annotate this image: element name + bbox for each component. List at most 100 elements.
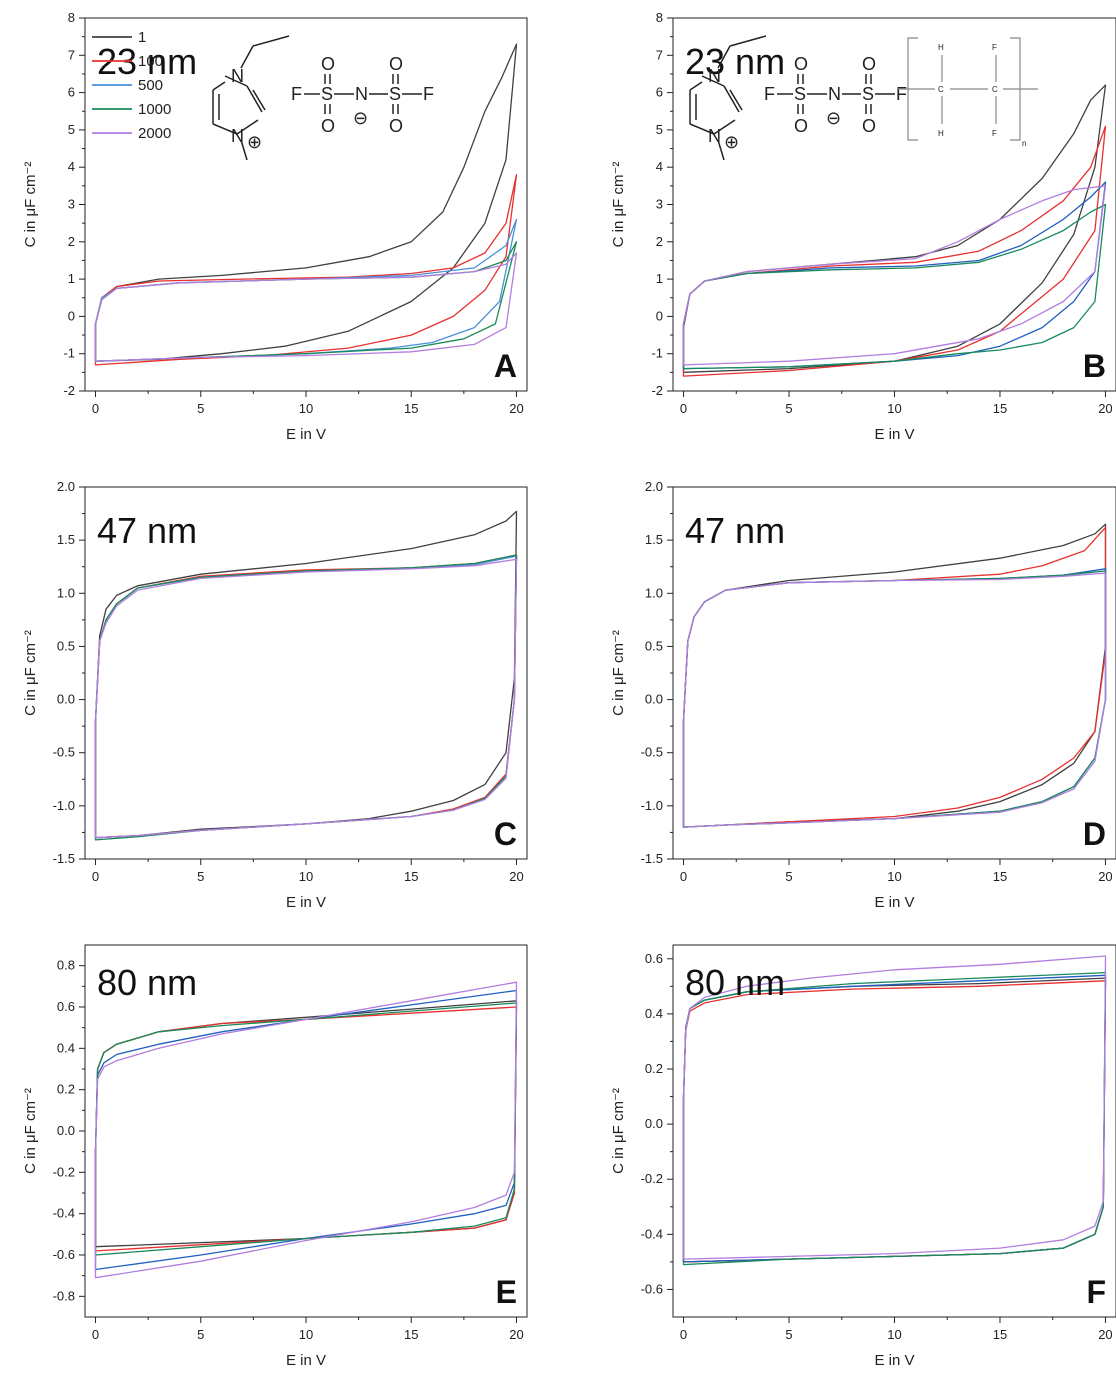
repeat-n: n [1022,139,1026,148]
x-tick-label: 5 [197,1327,204,1342]
panel-D: 0 5 10 15 20 -1.5 -1.0 -0.5 0.0 0.5 1.0 1.5 2.0 E in … [610,479,1116,911]
x-axis-title: E in V [286,426,326,443]
atom-o: O [794,116,808,136]
x-tick-label: 5 [785,869,792,884]
x-tick-label: 15 [993,401,1007,416]
atom-f: F [992,43,997,52]
x-tick-label: 10 [887,1327,901,1342]
charge-minus: ⊖ [826,108,841,128]
bond [723,85,740,113]
bond [212,123,238,135]
y-tick-label: -0.6 [53,1247,75,1262]
x-tick-label: 10 [299,1327,313,1342]
atom-o: O [389,116,403,136]
bond [689,123,715,135]
y-tick-label: 1.0 [57,585,75,600]
x-tick-label: 5 [785,401,792,416]
y-tick-label: 0.0 [645,692,663,707]
series-500-loop [94,218,518,362]
atom-o: O [794,54,808,74]
y-tick-label: 0.5 [57,638,75,653]
legend-label: 1000 [138,101,171,118]
y-tick-label: 0.0 [645,1116,663,1131]
y-tick-label: 0.8 [57,958,75,973]
atom-h: H [938,129,944,138]
x-tick-label: 10 [299,869,313,884]
y-tick-label: -0.2 [641,1171,663,1186]
y-tick-label: -1 [651,346,663,361]
x-tick-label: 0 [680,869,687,884]
y-tick-label: 7 [68,47,75,62]
panel-B: 0 5 10 15 20 -2 -1 0 1 2 3 4 5 6 7 8 E in V C in μF cm⁻² 2… [610,10,1116,443]
x-tick-label: 15 [993,1327,1007,1342]
x-tick-label: 5 [197,401,204,416]
y-tick-label: 1 [656,271,663,286]
charge-minus: ⊖ [353,108,368,128]
x-tick-label: 15 [404,1327,418,1342]
bond [252,89,266,111]
x-tick-label: 20 [1098,869,1112,884]
atom-c: C [938,85,944,94]
y-tick-label: 0.6 [645,951,663,966]
bond [236,119,259,135]
atom: N [828,84,841,104]
panel-letter: F [1086,1274,1106,1310]
atom: S [389,84,401,104]
atom-c: C [992,85,998,94]
y-tick-label: -0.4 [641,1226,663,1241]
y-tick-label: -0.5 [53,745,75,760]
y-tick-label: 0.5 [645,638,663,653]
series-500-loop [682,181,1107,370]
x-tick-label: 20 [1098,1327,1112,1342]
y-tick-label: 2 [656,234,663,249]
series-100-loop [682,980,1107,1263]
thickness-label: 80 nm [685,962,785,1003]
y-tick-label: 0.0 [57,692,75,707]
panel-E: 0 5 10 15 20 -0.8 -0.6 -0.4 -0.2 0.0 0.2 0.4 0.6 0.8 E… [22,944,528,1369]
x-tick-label: 10 [299,401,313,416]
y-tick-label: 5 [656,122,663,137]
atom-n: N [708,66,721,86]
y-tick-label: -0.5 [641,745,663,760]
panel-C: 0 5 10 15 20 -1.5 -1.0 -0.5 0.0 0.5 1.0 1.5 2.0 E in … [22,479,528,911]
atom: S [321,84,333,104]
x-axis-title: E in V [874,426,914,443]
atom-o: O [389,54,403,74]
y-tick-label: 4 [68,159,75,174]
series-2000-loop [94,981,518,1279]
series-1000-loop [682,971,1107,1266]
y-tick-label: -1.5 [53,851,75,866]
x-tick-label: 20 [509,869,523,884]
series-500-loop [682,568,1107,828]
y-tick-label: 8 [68,10,75,25]
y-axis-title: C in μF cm⁻² [610,630,627,716]
atom: S [862,84,874,104]
x-tick-label: 0 [92,869,99,884]
x-tick-label: 15 [404,401,418,416]
bond [212,81,226,91]
y-tick-label: -0.8 [53,1288,75,1303]
y-axis-title: C in μF cm⁻² [610,162,627,248]
panel-F: 0 5 10 15 20 -0.6 -0.4 -0.2 0.0 0.2 0.4 0.6 E in V C … [610,944,1116,1369]
y-axis-title: C in μF cm⁻² [610,1088,627,1174]
series-1-loop [94,510,518,839]
x-tick-label: 0 [680,401,687,416]
bond [729,35,767,47]
y-tick-label: 4 [656,159,663,174]
y-tick-label: 0 [656,308,663,323]
y-tick-label: -1.0 [641,798,663,813]
y-tick-label: -0.4 [53,1206,75,1221]
panel-letter: E [496,1274,517,1310]
x-tick-label: 5 [785,1327,792,1342]
series-1000-loop [682,570,1107,828]
y-tick-label: -0.2 [53,1164,75,1179]
panel-letter: C [494,816,517,852]
series-1-loop [682,84,1107,373]
series-2000-loop [94,558,518,839]
bond [689,81,703,91]
bond [717,139,725,161]
x-axis-title: E in V [874,1352,914,1369]
atom-o: O [321,54,335,74]
